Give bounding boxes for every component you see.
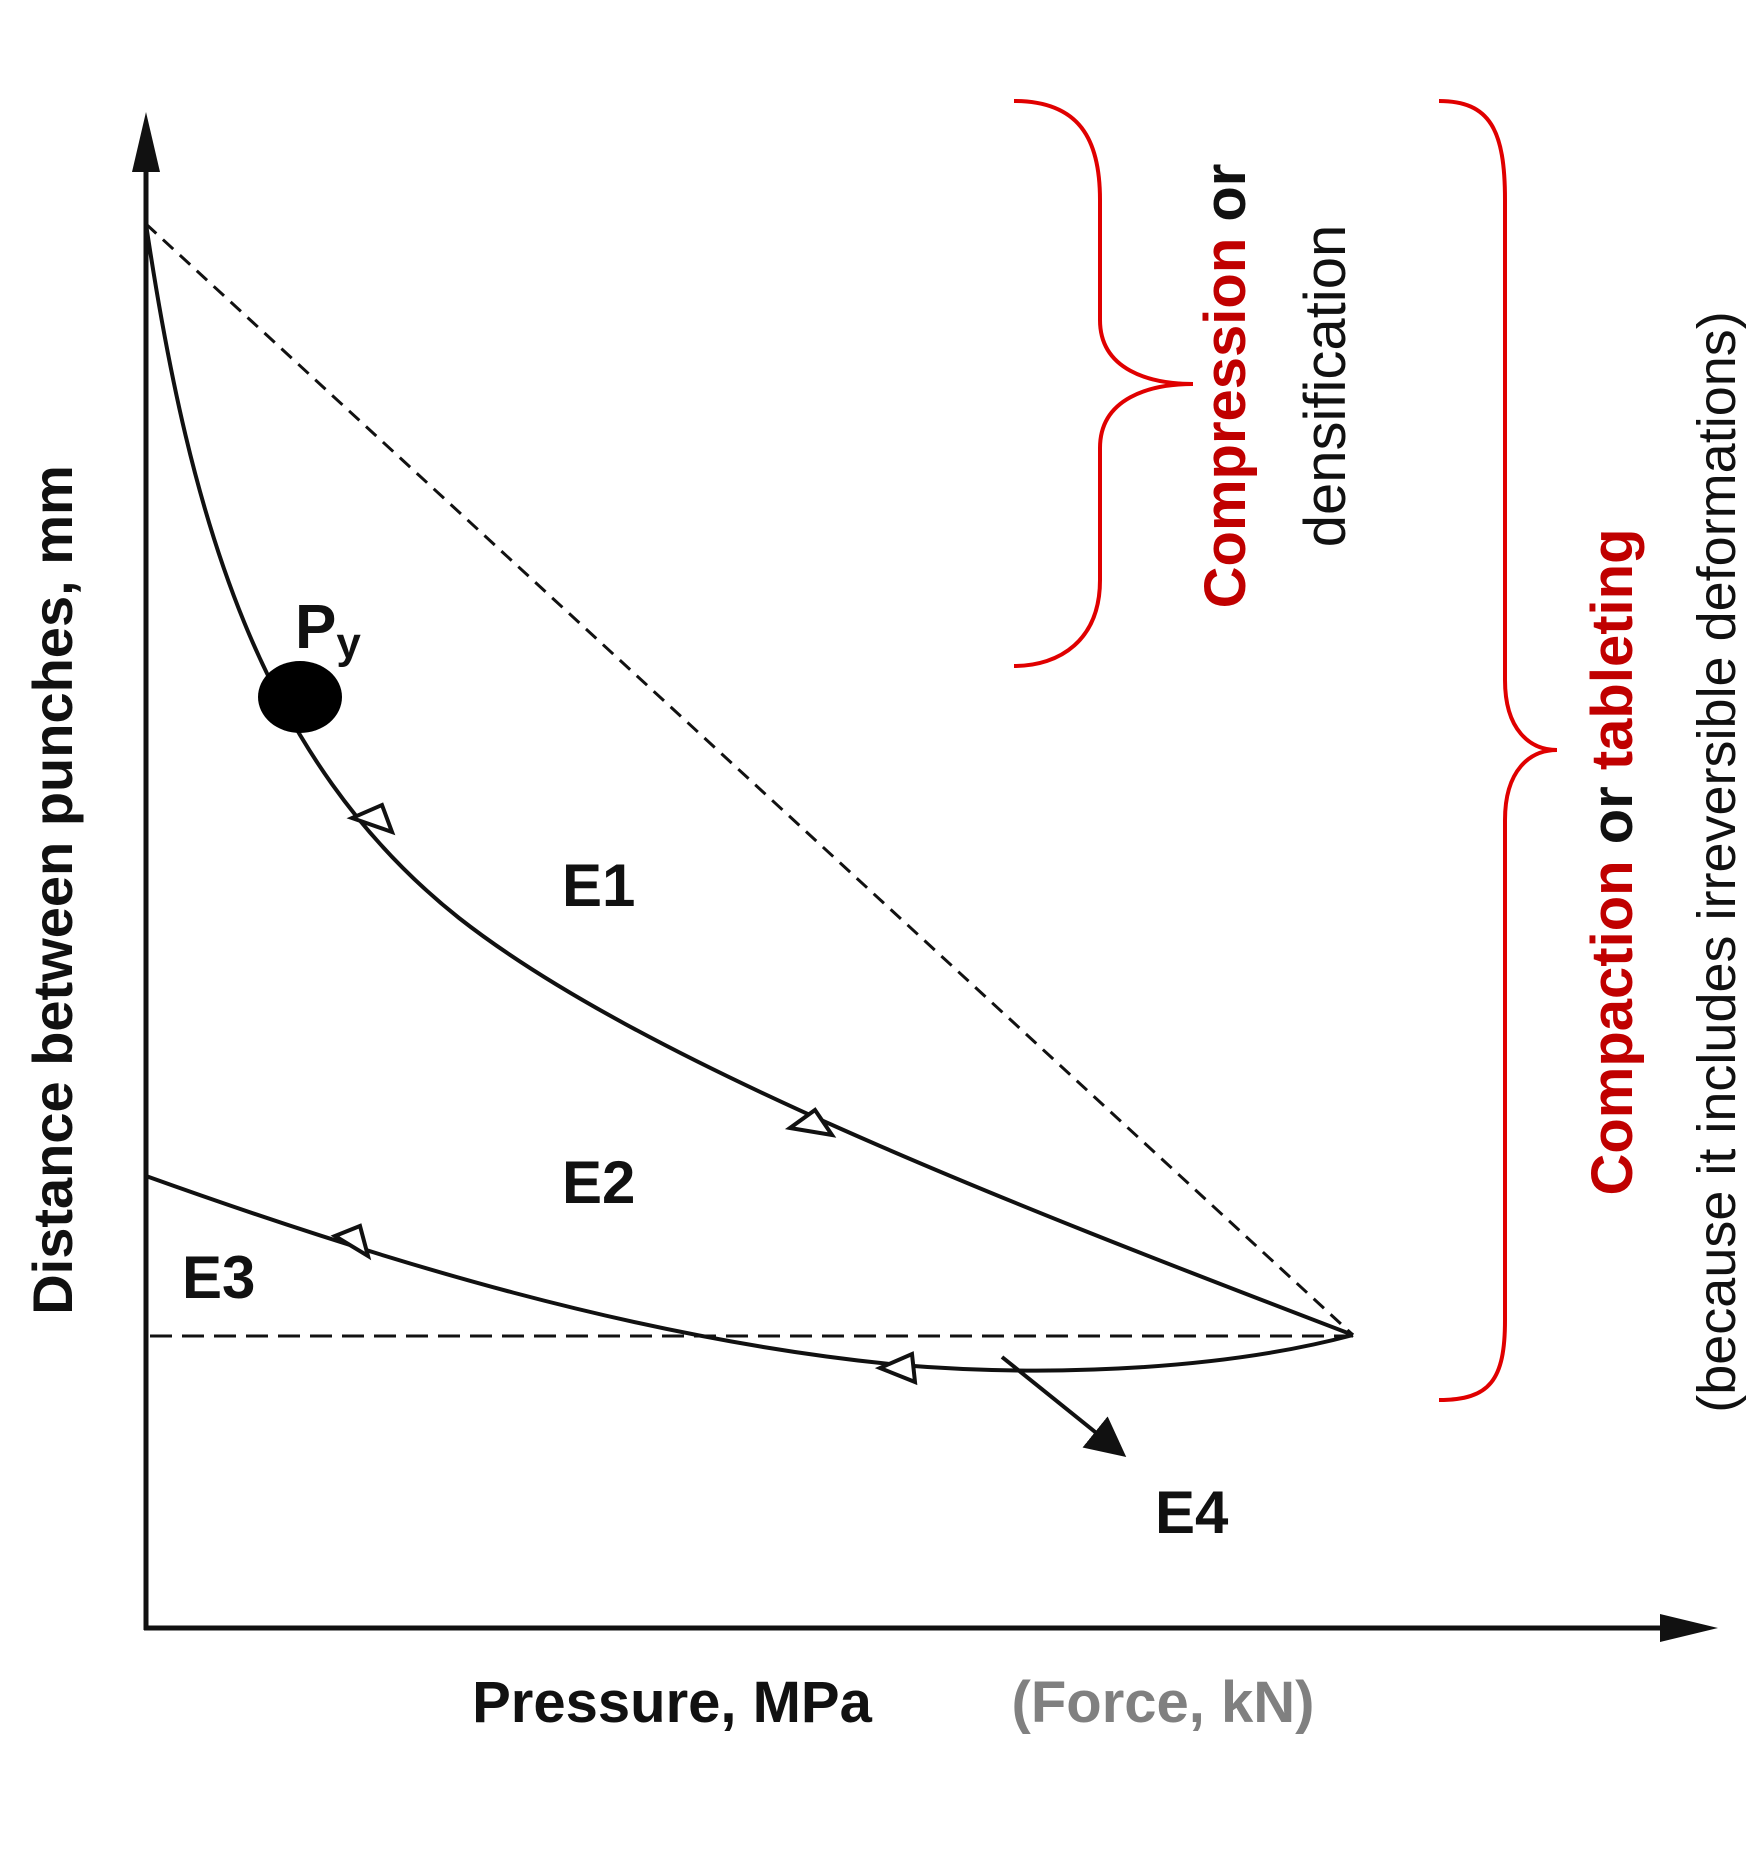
- x-axis-secondary-label: (Force, kN): [1012, 1670, 1315, 1735]
- densification-label: densification: [1293, 225, 1358, 547]
- direction-arrow-icon: [784, 1107, 837, 1138]
- compression-brace: [1013, 99, 1194, 668]
- label-e1: E1: [562, 852, 635, 919]
- diagonal-dashed-line: [144, 222, 1355, 1337]
- direction-arrow-icon: [874, 1351, 918, 1386]
- compression-label: Compression or: [1193, 164, 1258, 609]
- e4-arrow: [1000, 1355, 1127, 1458]
- label-e3: E3: [182, 1244, 255, 1311]
- loading-curve: [144, 223, 1354, 1337]
- label-e4: E4: [1155, 1479, 1229, 1546]
- y-axis-arrowhead: [132, 112, 160, 172]
- x-axis-label: Pressure, MPa: [472, 1670, 873, 1735]
- direction-arrow-icon: [346, 802, 396, 836]
- yield-pressure-point: [258, 661, 342, 733]
- unloading-curve: [145, 1174, 1354, 1373]
- irreversible-note: (because it includes irreversible deform…: [1687, 311, 1747, 1413]
- direction-arrow-icon: [330, 1223, 372, 1261]
- x-axis-arrowhead: [1660, 1614, 1718, 1642]
- compaction-brace: [1438, 99, 1558, 1402]
- yield-pressure-label: Py: [295, 593, 361, 668]
- label-e2: E2: [562, 1149, 635, 1216]
- y-axis-label: Distance between punches, mm: [21, 465, 84, 1315]
- compaction-label: Compaction or tableting: [1580, 528, 1645, 1195]
